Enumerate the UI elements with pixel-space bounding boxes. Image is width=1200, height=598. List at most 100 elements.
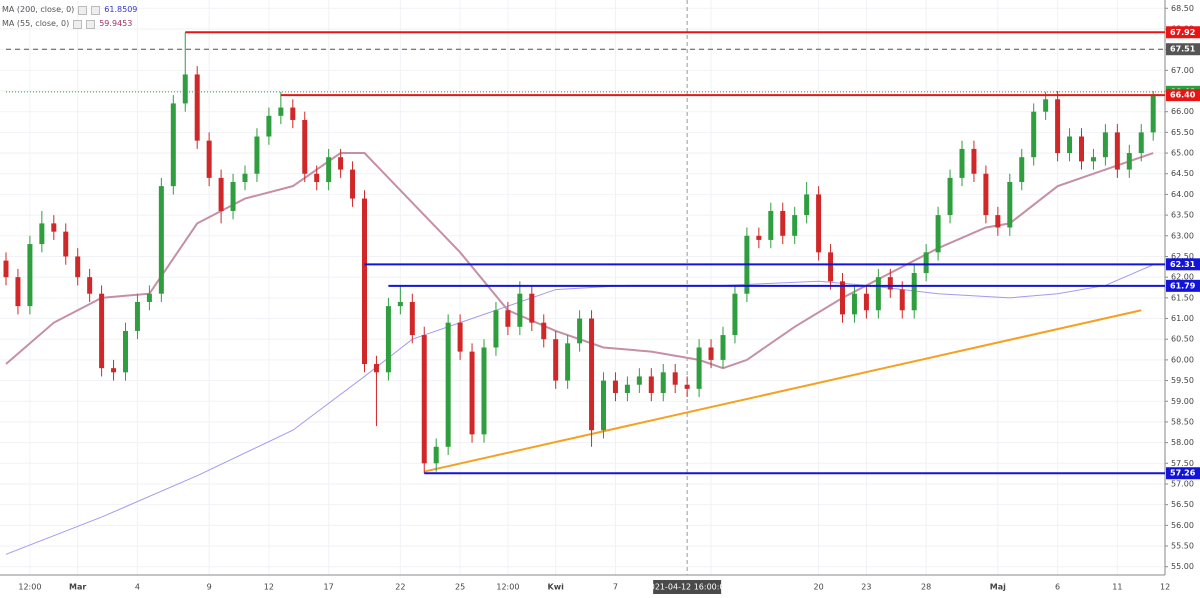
x-tick-label: 20 [814, 583, 824, 592]
candle-body [1031, 111, 1037, 158]
level-label-bg [1166, 258, 1200, 271]
candle-body [421, 335, 427, 464]
candle-body [123, 330, 128, 373]
candle-body [87, 277, 93, 294]
y-tick-label: 55.50 [1171, 542, 1194, 551]
y-tick-label: 58.50 [1171, 417, 1194, 426]
candle-body [505, 310, 511, 327]
candle-body [792, 215, 798, 236]
level-label: 62.31 [1170, 260, 1196, 269]
candle-body [804, 194, 810, 216]
x-tick-label: 4 [135, 583, 140, 592]
candle-body [182, 74, 188, 104]
candle-body [851, 293, 857, 315]
candle-body [15, 277, 21, 307]
candle-body [517, 293, 523, 327]
legend-icon[interactable] [78, 5, 88, 15]
level-label: 67.51 [1170, 45, 1196, 54]
candle-body [158, 186, 164, 294]
level-label: 67.92 [1170, 28, 1195, 37]
candle-body [397, 301, 403, 307]
candle-body [684, 384, 690, 389]
candle-body [3, 260, 9, 278]
candle-body [971, 148, 977, 174]
candle-body [111, 368, 117, 373]
x-tick-label: Maj [990, 583, 1006, 592]
candle-body [612, 380, 618, 393]
candle-body [242, 173, 248, 183]
y-tick-label: 64.00 [1171, 190, 1194, 199]
candle-body [1114, 132, 1120, 170]
level-label: 66.40 [1170, 91, 1196, 100]
level-label-bg [1166, 26, 1200, 39]
x-tick-label: 7 [613, 583, 618, 592]
y-tick-label: 58.00 [1171, 438, 1194, 447]
x-tick-label: 6 [1055, 583, 1060, 592]
y-tick-label: 68.50 [1171, 4, 1194, 13]
candle-body [589, 318, 595, 431]
candle-body [995, 215, 1001, 228]
candle-body [863, 293, 869, 311]
candle-body [636, 376, 642, 385]
x-tick-label: 28 [921, 583, 931, 592]
candle-body [433, 446, 439, 464]
candle-body [708, 347, 714, 360]
plot-bg [0, 0, 1165, 575]
y-tick-label: 60.00 [1171, 355, 1194, 364]
candle-body [1043, 99, 1049, 112]
y-tick-label: 62.00 [1171, 273, 1194, 282]
candle-body [445, 322, 451, 447]
candle-body [923, 252, 929, 274]
candle-body [911, 273, 917, 311]
candle-body [170, 103, 176, 187]
legend-icon[interactable] [73, 19, 83, 29]
candle-body [947, 177, 953, 216]
legend-icon[interactable] [91, 5, 101, 15]
candle-body [302, 119, 308, 174]
y-tick-label: 61.00 [1171, 314, 1194, 323]
candle-body [660, 372, 666, 393]
candle-body [983, 173, 989, 216]
candle-body [1138, 132, 1144, 154]
candle-body [935, 215, 941, 253]
candle-body [146, 293, 152, 302]
trendline [424, 309, 1142, 473]
y-tick-label: 56.50 [1171, 500, 1194, 509]
candle-body [541, 322, 547, 340]
y-tick-label: 63.00 [1171, 231, 1194, 240]
legend-name: MA (200, close, 0) [2, 5, 75, 14]
level-label: 57.26 [1170, 469, 1196, 478]
x-tick-label: 12:00 [496, 583, 519, 592]
y-tick-label: 63.50 [1171, 211, 1194, 220]
candle-body [553, 339, 559, 381]
legend-icon[interactable] [86, 19, 96, 29]
candle-body [134, 301, 140, 331]
candle-body [1079, 136, 1084, 162]
candle-body [577, 318, 583, 344]
y-tick-label: 65.00 [1171, 149, 1194, 158]
candle-body [1067, 136, 1073, 154]
candle-body [39, 223, 45, 245]
candle-body [887, 277, 893, 290]
y-tick-label: 59.50 [1171, 376, 1194, 385]
candle-body [696, 347, 702, 389]
candle-body [63, 231, 69, 257]
y-tick-label: 57.00 [1171, 479, 1194, 488]
x-tick-label: Kwi [548, 583, 565, 592]
y-tick-label: 65.50 [1171, 128, 1194, 137]
candle-body [230, 182, 236, 211]
candle-body [254, 136, 260, 174]
x-tick-label: 22 [395, 583, 405, 592]
candle-body [732, 293, 738, 336]
candle-body [218, 177, 224, 211]
candle-body [362, 198, 367, 365]
x-tick-label: 12 [1160, 583, 1170, 592]
legend-row: MA (200, close, 0) 61.8509 [2, 3, 137, 17]
y-tick-label: 66.00 [1171, 107, 1194, 116]
candle-body [493, 310, 499, 348]
candle-body [469, 351, 475, 435]
x-tick-label: Mar [69, 583, 86, 592]
y-tick-label: 67.00 [1171, 66, 1194, 75]
x-tick-label: 23 [861, 583, 871, 592]
candle-body [1150, 95, 1156, 133]
